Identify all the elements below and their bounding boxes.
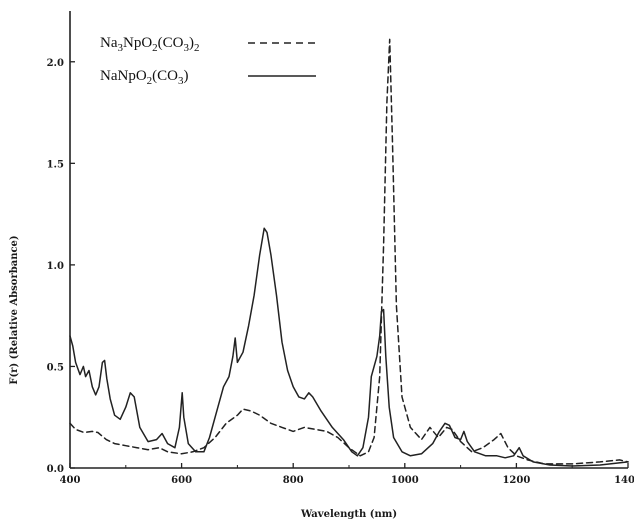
legend-label-0-part-4: (CO	[158, 35, 184, 51]
series-layer	[69, 38, 629, 467]
x-tick-label-400: 400	[60, 475, 81, 486]
y-tick-label-0: 0.0	[47, 464, 64, 475]
legend-label-1: NaNpO2(CO3)	[100, 68, 189, 87]
legend-label-0-part-5: 3	[184, 42, 190, 54]
x-tick-label-600: 600	[171, 475, 192, 486]
legend-label-1-part-1: 2	[147, 75, 153, 87]
legend-label-0-part-6: )	[189, 35, 194, 51]
legend-label-0-part-0: Na	[100, 35, 118, 51]
legend-label-0-part-7: 2	[194, 42, 200, 54]
y-tick-label-0.5: 0.5	[47, 362, 64, 373]
legend-label-0: Na3NpO2(CO3)2	[100, 35, 200, 54]
x-tick-label-1000: 1000	[391, 475, 419, 486]
legend-label-1-part-4: )	[184, 68, 189, 84]
legend-label-0-part-2: NpO	[123, 35, 152, 51]
y-tick-label-1.5: 1.5	[47, 159, 64, 170]
y-tick-label-2: 2.0	[47, 58, 64, 69]
series-line-0	[69, 38, 629, 465]
x-axis-title: Wavelength (nm)	[300, 509, 397, 520]
legend-label-1-part-2: (CO	[152, 68, 178, 84]
legend-label-0-part-3: 2	[152, 42, 158, 54]
series-line-1	[69, 227, 629, 467]
y-axis-title: F(r) (Relative Absorbance)	[9, 235, 20, 384]
legend-label-1-part-3: 3	[178, 75, 184, 87]
x-tick-label-800: 800	[283, 475, 304, 486]
x-tick-label-1200: 1200	[502, 475, 530, 486]
legend-label-1-part-0: NaNpO	[100, 68, 147, 84]
y-tick-label-1: 1.0	[47, 261, 64, 272]
legend-label-0-part-1: 3	[118, 42, 124, 54]
